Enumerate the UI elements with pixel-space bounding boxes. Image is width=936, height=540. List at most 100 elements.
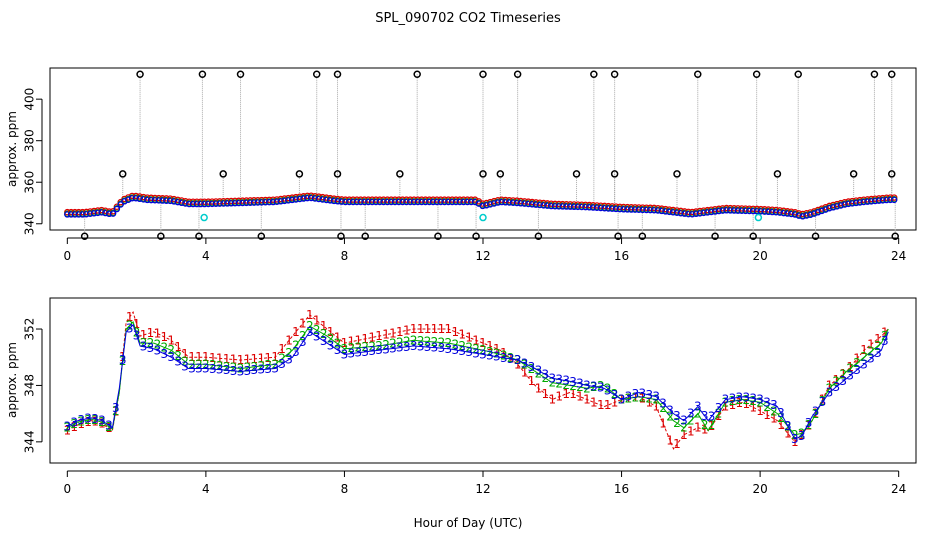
bottom-series-3-mark: 3 bbox=[652, 390, 660, 404]
top-series-3-point bbox=[471, 198, 479, 206]
bottom-series-2-mark: 2 bbox=[791, 428, 799, 442]
bottom-series-1-mark: 1 bbox=[313, 314, 321, 328]
bottom-series-1-mark: 1 bbox=[257, 351, 265, 365]
bottom-series-3-mark: 3 bbox=[673, 409, 681, 423]
bottom-series-3-mark: 3 bbox=[500, 351, 508, 365]
bottom-series-3-mark: 3 bbox=[431, 341, 439, 355]
bottom-series-3-mark: 3 bbox=[507, 352, 515, 366]
bottom-series-2-mark: 2 bbox=[604, 381, 612, 395]
top-calibration-point bbox=[754, 213, 763, 222]
top-spike-point bbox=[752, 70, 761, 78]
top-spike-point bbox=[333, 70, 342, 78]
bottom-series-2-mark: 2 bbox=[867, 345, 875, 359]
bottom-series-3-mark: 3 bbox=[257, 363, 265, 377]
bottom-series-3-mark: 3 bbox=[562, 374, 570, 388]
bottom-series-2-mark: 2 bbox=[736, 393, 744, 407]
bottom-series-3-mark: 3 bbox=[548, 371, 556, 385]
bottom-series-1-mark: 1 bbox=[354, 333, 362, 347]
bottom-series-3-mark: 3 bbox=[91, 412, 99, 426]
bottom-series-2-mark: 2 bbox=[306, 319, 314, 333]
top-y-axis-label: approx. ppm bbox=[5, 111, 19, 187]
top-spike-point bbox=[891, 232, 899, 240]
bottom-series-3-mark: 3 bbox=[521, 356, 529, 370]
top-spike-point bbox=[337, 232, 345, 240]
bottom-series-2-mark: 2 bbox=[486, 345, 494, 359]
top-plot-frame bbox=[49, 67, 917, 231]
bottom-series-1-mark: 1 bbox=[98, 417, 106, 431]
top-series-3-point bbox=[178, 199, 185, 207]
bottom-series-2-mark: 2 bbox=[846, 362, 854, 376]
bottom-series-3-mark: 3 bbox=[583, 378, 591, 392]
bottom-series-1-mark: 1 bbox=[209, 351, 217, 365]
bottom-series-1-mark: 1 bbox=[611, 395, 619, 409]
bottom-series-1-mark: 1 bbox=[846, 360, 854, 374]
bottom-series-1-mark: 1 bbox=[756, 404, 764, 418]
bottom-series-3-mark: 3 bbox=[846, 369, 854, 383]
bottom-series-2-mark: 2 bbox=[341, 342, 349, 356]
bottom-series-1-mark: 1 bbox=[583, 393, 591, 407]
bottom-series-1-mark: 1 bbox=[514, 357, 522, 371]
bottom-series-2-mark: 2 bbox=[479, 343, 487, 357]
bottom-x-tick-label: 12 bbox=[475, 482, 490, 496]
bottom-series-2-mark: 2 bbox=[805, 418, 813, 432]
bottom-series-3-mark: 3 bbox=[867, 352, 875, 366]
bottom-series-3-mark: 3 bbox=[639, 386, 647, 400]
top-spike-point bbox=[888, 170, 896, 178]
bottom-series-1-mark: 1 bbox=[597, 398, 605, 412]
top-spike-point bbox=[157, 232, 165, 240]
bottom-series-2-mark: 2 bbox=[666, 409, 674, 423]
top-spike-point bbox=[610, 170, 619, 178]
bottom-series-3-mark: 3 bbox=[749, 391, 757, 405]
bottom-series-2-mark: 2 bbox=[334, 337, 342, 351]
bottom-series-2-mark: 2 bbox=[313, 323, 321, 337]
bottom-series-3-mark: 3 bbox=[354, 346, 362, 360]
bottom-series-2-mark: 2 bbox=[576, 380, 584, 394]
bottom-series-3-mark: 3 bbox=[375, 343, 383, 357]
bottom-series-3-mark: 3 bbox=[465, 345, 473, 359]
bottom-series-1-mark: 1 bbox=[659, 417, 667, 431]
bottom-series-1-mark: 1 bbox=[278, 342, 286, 356]
bottom-series-3-mark: 3 bbox=[528, 360, 536, 374]
top-spike-point bbox=[694, 70, 702, 78]
bottom-series-2-mark: 2 bbox=[368, 340, 376, 354]
top-series-3-point bbox=[174, 198, 182, 206]
top-spike-point bbox=[888, 70, 896, 78]
bottom-series-1-mark: 1 bbox=[167, 333, 175, 347]
bottom-series-2-mark: 2 bbox=[625, 391, 633, 405]
bottom-series-1-mark: 1 bbox=[742, 397, 750, 411]
bottom-series-2-mark: 2 bbox=[133, 326, 141, 340]
bottom-series-2-mark: 2 bbox=[763, 400, 771, 414]
bottom-series-2-mark: 2 bbox=[749, 394, 757, 408]
bottom-series-3-mark: 3 bbox=[237, 364, 245, 378]
bottom-series-3-mark: 3 bbox=[597, 381, 605, 395]
bottom-series-3-mark: 3 bbox=[555, 373, 563, 387]
bottom-series-3-mark: 3 bbox=[777, 406, 785, 420]
bottom-series-1-mark: 1 bbox=[244, 352, 252, 366]
top-series-3-point bbox=[803, 212, 810, 219]
bottom-series-3-mark: 3 bbox=[632, 387, 640, 401]
bottom-series-2-mark: 2 bbox=[715, 407, 723, 421]
bottom-series-2-mark: 2 bbox=[493, 347, 501, 361]
bottom-series-1-mark: 1 bbox=[604, 398, 612, 412]
bottom-series-2-mark: 2 bbox=[257, 359, 265, 373]
top-spike-point bbox=[198, 70, 207, 78]
bottom-series-3-mark: 3 bbox=[472, 346, 480, 360]
bottom-series-1-mark: 1 bbox=[334, 330, 342, 344]
bottom-series-1-mark: 1 bbox=[853, 352, 861, 366]
bottom-series-1-mark: 1 bbox=[361, 332, 369, 346]
bottom-series-2-mark: 2 bbox=[105, 420, 113, 434]
bottom-series-3-mark: 3 bbox=[341, 347, 349, 361]
bottom-series-2-mark: 2 bbox=[472, 342, 480, 356]
bottom-series-3-mark: 3 bbox=[216, 363, 224, 377]
bottom-series-1-mark: 1 bbox=[251, 352, 259, 366]
top-series-3-point bbox=[483, 202, 490, 209]
bottom-series-2-mark: 2 bbox=[271, 357, 279, 371]
bottom-series-3-mark: 3 bbox=[424, 340, 432, 354]
top-series-3-point bbox=[833, 203, 841, 210]
bottom-series-3-mark: 3 bbox=[791, 432, 799, 446]
bottom-series-1-mark: 1 bbox=[160, 330, 168, 344]
bottom-series-3-mark: 3 bbox=[84, 412, 92, 426]
bottom-series-3-mark: 3 bbox=[625, 390, 633, 404]
top-spike-point bbox=[295, 170, 304, 178]
